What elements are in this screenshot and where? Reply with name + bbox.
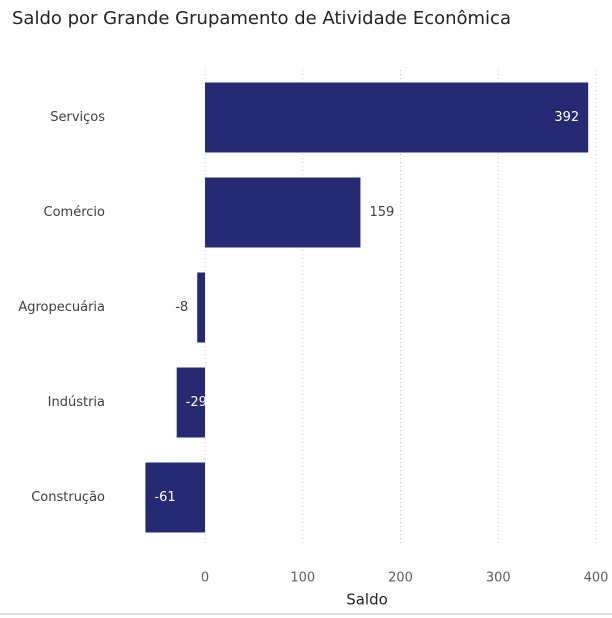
- bar: [145, 462, 206, 533]
- data-label: -8: [175, 300, 188, 315]
- bar: [197, 272, 206, 343]
- bar: [205, 82, 589, 153]
- x-tick-label: 200: [388, 571, 413, 586]
- y-tick-label: Comércio: [44, 205, 106, 220]
- y-tick-label: Serviços: [50, 110, 105, 125]
- y-tick-label: Construção: [31, 490, 105, 505]
- y-tick-label: Indústria: [48, 395, 105, 410]
- x-axis-label: Saldo: [346, 591, 388, 609]
- bar: [176, 367, 206, 438]
- chart-title: Saldo por Grande Grupamento de Atividade…: [12, 8, 511, 29]
- y-tick-label: Agropecuária: [18, 300, 105, 315]
- x-tick-label: 300: [486, 571, 511, 586]
- data-label: -29: [186, 395, 207, 410]
- data-label: -61: [154, 490, 175, 505]
- x-tick-label: 0: [201, 571, 209, 586]
- x-tick-label: 400: [584, 571, 609, 586]
- x-tick-label: 100: [290, 571, 315, 586]
- bar: [205, 177, 361, 248]
- data-label: 159: [369, 205, 394, 220]
- data-label: 392: [554, 110, 579, 125]
